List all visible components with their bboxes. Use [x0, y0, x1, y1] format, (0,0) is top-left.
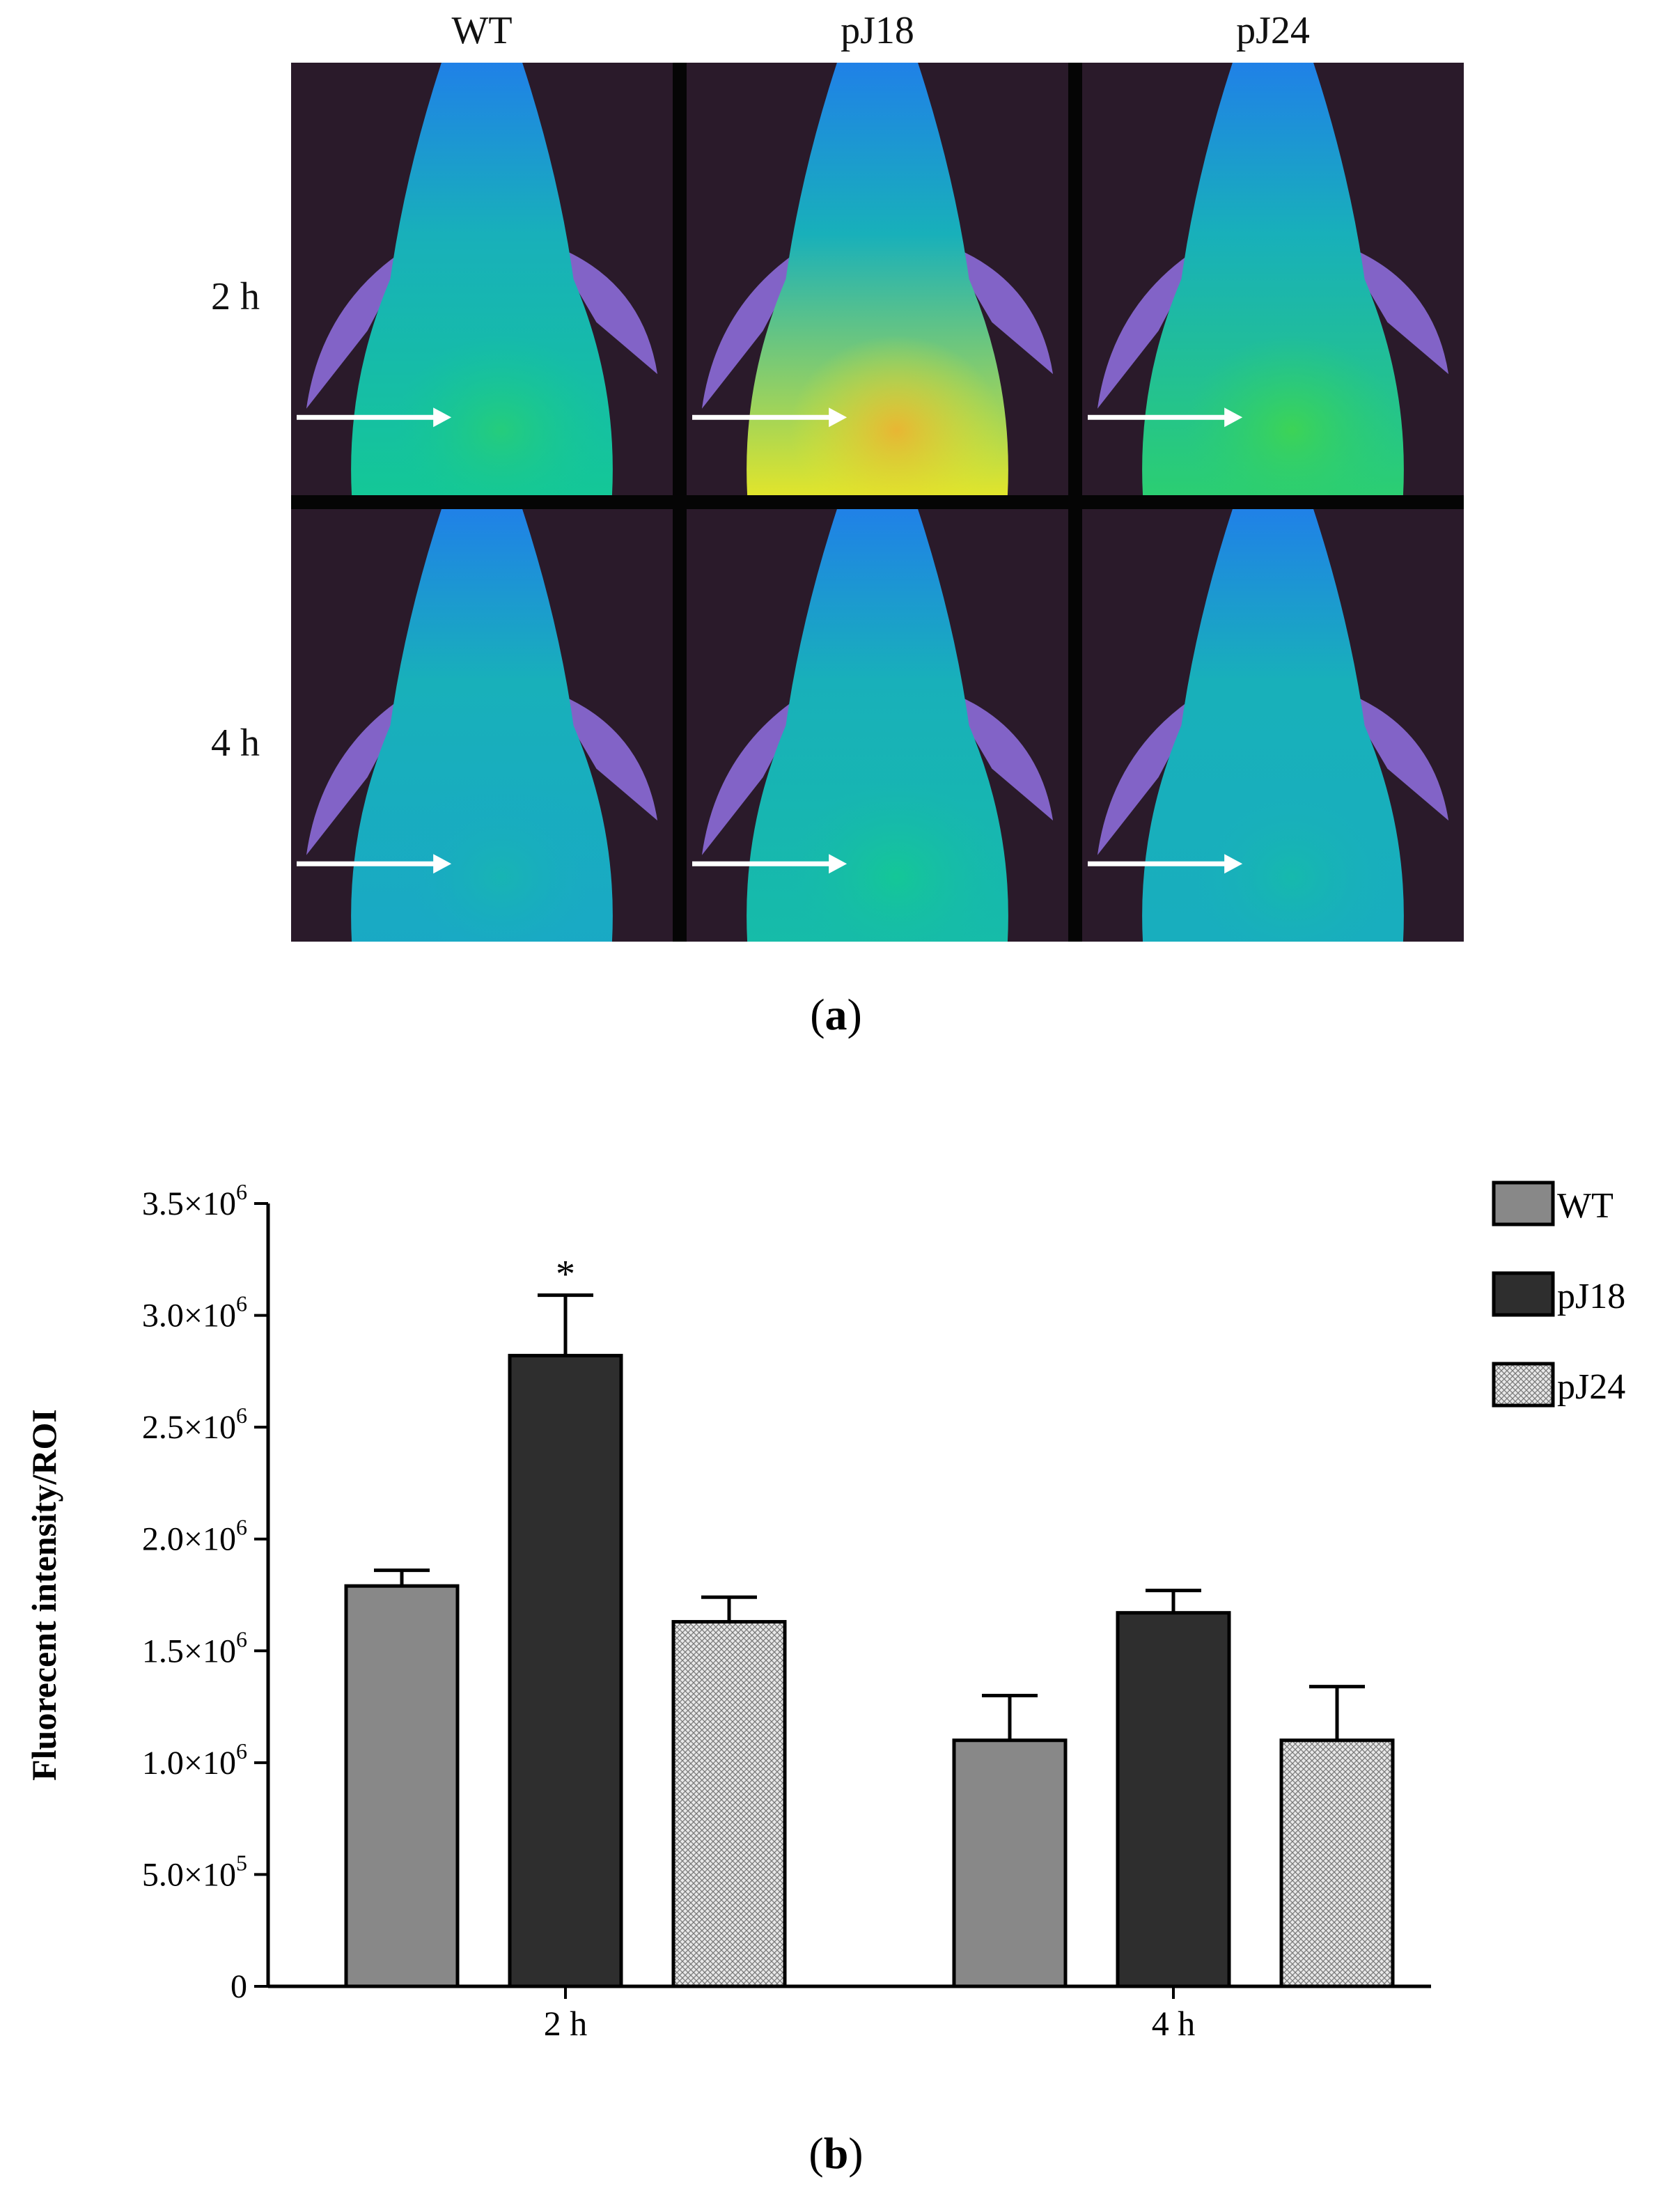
bar-pj18-1 — [1116, 1611, 1231, 1988]
bar-wt-1 — [952, 1738, 1068, 1988]
bar-chart: 0 5.0×105 1.0×106 1.5×106 2.0×106 2.5×106 3.0×… — [24, 1179, 1625, 2043]
mouse-limb-left — [306, 690, 414, 855]
bar-pj18-0 — [508, 1353, 623, 1988]
legend-label-wt: WT — [1557, 1186, 1614, 1226]
legend-swatch-wt — [1492, 1181, 1555, 1226]
legend-swatch-pj24 — [1492, 1362, 1555, 1408]
y-tick-label-7: 3.5×106 — [142, 1179, 247, 1222]
y-tick-label-5: 2.5×106 — [142, 1403, 247, 1446]
image-cell-pj24-2h — [1082, 63, 1464, 495]
significance-marker: * — [556, 1253, 575, 1296]
y-tick-label-6: 3.0×106 — [142, 1291, 247, 1334]
mouse-limb-left — [701, 244, 809, 409]
y-tick-label-0: 0 — [231, 1968, 247, 2005]
arrow-head — [829, 854, 847, 874]
mouse-limb-left — [1097, 690, 1205, 855]
panel-b-letter: b — [823, 2128, 849, 2178]
mouse-limb-right — [946, 690, 1054, 821]
image-cell-pj24-4h — [1082, 509, 1464, 942]
panel-a-caption: (a) — [810, 990, 862, 1039]
x-tick-label-0: 2 h — [544, 2004, 588, 2043]
panel-b-caption: (b) — [808, 2128, 864, 2178]
legend-label-pj18: pJ18 — [1557, 1277, 1625, 1316]
mouse-limb-right — [946, 244, 1054, 375]
arrow-head — [1224, 854, 1243, 874]
image-cell-pj18-4h — [687, 509, 1068, 942]
y-tick-label-1: 5.0×105 — [142, 1850, 247, 1893]
fluorescence-hotspot — [790, 781, 1003, 942]
mouse-limb-left — [701, 690, 809, 855]
legend-label-pj24: pJ24 — [1557, 1367, 1625, 1407]
panel-a-imaging: WT pJ18 pJ24 2 h 4 h (a) — [0, 0, 1672, 1039]
arrow-head — [1224, 407, 1243, 428]
y-tick-label-2: 1.0×106 — [142, 1738, 247, 1782]
bar-pj24-1 — [1279, 1738, 1395, 1988]
arrow-head — [829, 407, 847, 428]
fluorescence-hotspot — [1185, 781, 1399, 942]
imaging-figure: WT pJ18 pJ24 2 h 4 h — [211, 9, 1464, 942]
column-label-pj18: pJ18 — [841, 9, 914, 52]
row-label-2h: 2 h — [211, 275, 260, 318]
fluorescence-hotspot — [790, 335, 1003, 495]
mouse-limb-right — [550, 244, 658, 375]
mouse-limb-right — [1341, 244, 1449, 375]
y-tick-label-4: 2.0×106 — [142, 1515, 247, 1558]
legend-swatch-pj18 — [1492, 1271, 1555, 1317]
mouse-limb-left — [1097, 244, 1205, 409]
image-cell-pj18-2h — [687, 63, 1068, 495]
panel-b-chart: 0 5.0×105 1.0×106 1.5×106 2.0×106 2.5×106 3.0×… — [0, 1045, 1672, 2212]
fluorescence-hotspot — [1185, 335, 1399, 495]
y-axis-label: Fluorecent intensity/ROI — [24, 1409, 63, 1781]
y-tick-label-3: 1.5×106 — [142, 1626, 247, 1669]
mouse-limb-left — [306, 244, 414, 409]
fluorescence-hotspot — [394, 781, 608, 942]
panel-a-letter: a — [825, 990, 847, 1039]
row-label-4h: 4 h — [211, 722, 260, 765]
mouse-limb-right — [550, 690, 658, 821]
fluorescence-hotspot — [394, 335, 608, 495]
image-cell-wt-2h — [291, 63, 673, 495]
mouse-limb-right — [1341, 690, 1449, 821]
image-cell-wt-4h — [291, 509, 673, 942]
bar-wt-0 — [344, 1584, 460, 1988]
column-label-pj24: pJ24 — [1236, 9, 1310, 52]
x-tick-label-1: 4 h — [1152, 2004, 1196, 2043]
arrow-head — [433, 854, 452, 874]
column-label-wt: WT — [451, 9, 512, 52]
arrow-head — [433, 407, 452, 428]
bar-pj24-0 — [671, 1620, 787, 1988]
